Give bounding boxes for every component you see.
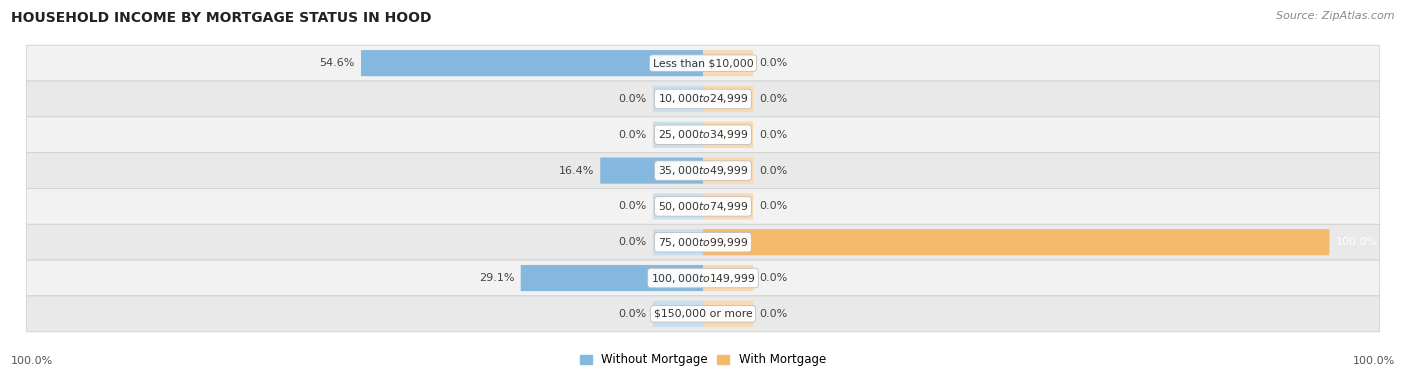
FancyBboxPatch shape [652,193,703,219]
FancyBboxPatch shape [27,224,1379,260]
FancyBboxPatch shape [652,122,703,148]
Text: $10,000 to $24,999: $10,000 to $24,999 [658,92,748,106]
Text: 0.0%: 0.0% [619,130,647,140]
FancyBboxPatch shape [27,188,1379,224]
Text: $150,000 or more: $150,000 or more [654,309,752,319]
Text: 100.0%: 100.0% [11,356,53,366]
FancyBboxPatch shape [703,158,754,184]
Text: 0.0%: 0.0% [759,166,787,176]
Text: 0.0%: 0.0% [759,309,787,319]
FancyBboxPatch shape [703,50,754,76]
FancyBboxPatch shape [703,86,754,112]
FancyBboxPatch shape [600,158,703,184]
Text: Less than $10,000: Less than $10,000 [652,58,754,68]
Text: 0.0%: 0.0% [759,201,787,211]
FancyBboxPatch shape [361,50,703,76]
Text: 0.0%: 0.0% [759,273,787,283]
FancyBboxPatch shape [520,265,703,291]
Text: 54.6%: 54.6% [319,58,354,68]
FancyBboxPatch shape [652,86,703,112]
Text: 0.0%: 0.0% [619,201,647,211]
FancyBboxPatch shape [703,301,754,327]
Legend: Without Mortgage, With Mortgage: Without Mortgage, With Mortgage [575,349,831,371]
Text: HOUSEHOLD INCOME BY MORTGAGE STATUS IN HOOD: HOUSEHOLD INCOME BY MORTGAGE STATUS IN H… [11,11,432,25]
Text: 16.4%: 16.4% [558,166,593,176]
FancyBboxPatch shape [27,153,1379,188]
FancyBboxPatch shape [27,117,1379,153]
Text: 100.0%: 100.0% [1336,237,1378,247]
Text: 100.0%: 100.0% [1353,356,1395,366]
Text: 0.0%: 0.0% [619,94,647,104]
Text: 29.1%: 29.1% [479,273,515,283]
FancyBboxPatch shape [27,81,1379,117]
FancyBboxPatch shape [27,45,1379,81]
Text: $35,000 to $49,999: $35,000 to $49,999 [658,164,748,177]
Text: 0.0%: 0.0% [619,237,647,247]
Text: $75,000 to $99,999: $75,000 to $99,999 [658,236,748,249]
Text: 0.0%: 0.0% [759,58,787,68]
Text: 0.0%: 0.0% [759,94,787,104]
FancyBboxPatch shape [703,122,754,148]
Text: $50,000 to $74,999: $50,000 to $74,999 [658,200,748,213]
FancyBboxPatch shape [652,301,703,327]
FancyBboxPatch shape [27,296,1379,332]
FancyBboxPatch shape [652,229,703,255]
FancyBboxPatch shape [703,229,1329,255]
Text: $100,000 to $149,999: $100,000 to $149,999 [651,271,755,285]
FancyBboxPatch shape [27,260,1379,296]
Text: 0.0%: 0.0% [619,309,647,319]
Text: Source: ZipAtlas.com: Source: ZipAtlas.com [1277,11,1395,21]
Text: 0.0%: 0.0% [759,130,787,140]
FancyBboxPatch shape [703,265,754,291]
FancyBboxPatch shape [703,193,754,219]
Text: $25,000 to $34,999: $25,000 to $34,999 [658,128,748,141]
